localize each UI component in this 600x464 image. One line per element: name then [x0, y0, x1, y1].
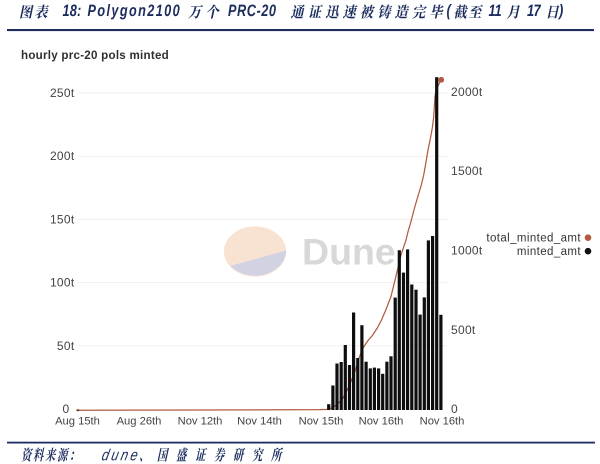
- svg-text:100t: 100t: [50, 276, 75, 290]
- svg-text:1000t: 1000t: [451, 244, 483, 258]
- svg-text:minted_amt: minted_amt: [517, 246, 581, 258]
- svg-text:Nov 12th: Nov 12th: [178, 416, 223, 428]
- svg-text:total_minted_amt: total_minted_amt: [486, 233, 581, 245]
- svg-text:Aug 15th: Aug 15th: [55, 416, 100, 428]
- svg-text:Nov 16th: Nov 16th: [420, 416, 465, 428]
- svg-text:Aug 26th: Aug 26th: [117, 416, 162, 428]
- svg-text:500t: 500t: [451, 323, 476, 337]
- svg-text:150t: 150t: [50, 212, 75, 226]
- svg-text:50t: 50t: [57, 339, 75, 353]
- svg-text:Nov 15th: Nov 15th: [299, 416, 344, 428]
- svg-text:0: 0: [63, 402, 70, 416]
- svg-text:Dune: Dune: [302, 231, 396, 273]
- svg-text:Nov 14th: Nov 14th: [237, 416, 282, 428]
- svg-text:0: 0: [451, 402, 458, 416]
- svg-text:2000t: 2000t: [451, 85, 483, 99]
- svg-text:250t: 250t: [50, 86, 75, 100]
- svg-text:hourly prc-20 pols minted: hourly prc-20 pols minted: [21, 49, 169, 62]
- svg-text:Nov 16th: Nov 16th: [359, 416, 404, 428]
- svg-text:200t: 200t: [50, 149, 75, 163]
- svg-text:1500t: 1500t: [451, 164, 483, 178]
